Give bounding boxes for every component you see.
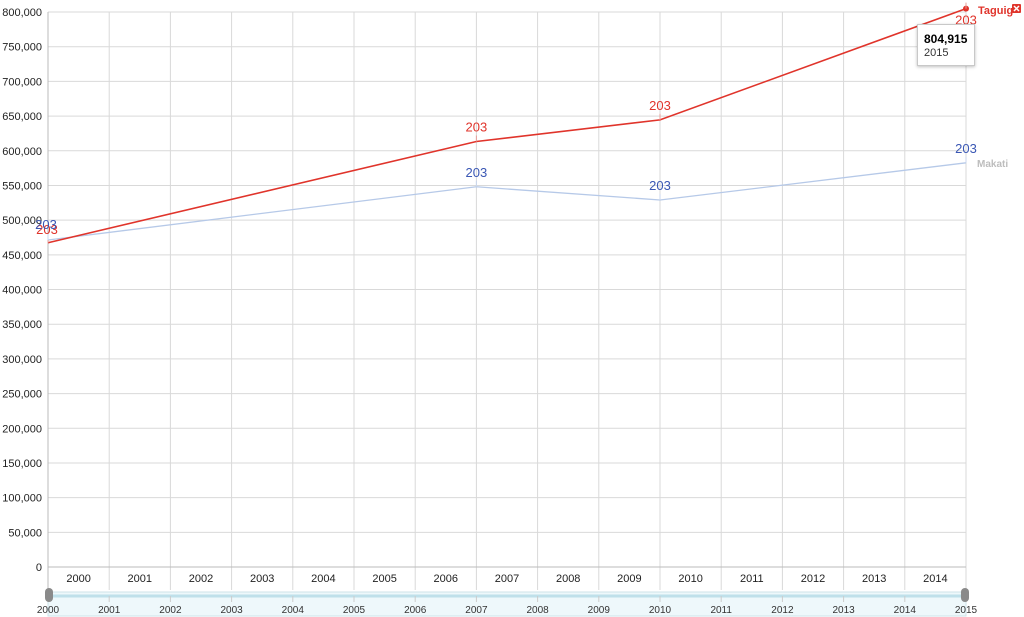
x-tick-label: 2008 — [556, 573, 580, 585]
x-tick-label: 2012 — [801, 573, 825, 585]
y-tick-label: 750,000 — [2, 42, 42, 54]
point-label: 203 — [955, 13, 977, 28]
point-label: 203 — [955, 141, 977, 156]
y-tick-label: 400,000 — [2, 285, 42, 297]
close-icon — [1013, 5, 1020, 12]
point-label: 203 — [36, 222, 58, 237]
navigator-label: 2002 — [159, 605, 182, 616]
series-end-labels: Taguig Makati — [977, 4, 1021, 170]
x-tick-label: 2000 — [66, 573, 90, 585]
y-tick-label: 700,000 — [2, 76, 42, 88]
navigator-label: 2010 — [649, 605, 672, 616]
point-label: 203 — [466, 119, 488, 134]
navigator-label: 2013 — [832, 605, 855, 616]
x-tick-label: 2003 — [250, 573, 274, 585]
navigator-left-handle[interactable] — [45, 588, 53, 602]
grid — [47, 11, 967, 590]
series-line-taguig[interactable] — [47, 7, 967, 244]
navigator-label: 2004 — [282, 605, 305, 616]
x-tick-label: 2001 — [128, 573, 152, 585]
point-label: 203 — [649, 178, 671, 193]
tooltip-value: 804,915 — [924, 32, 968, 46]
data-tooltip: 804,915 2015 — [917, 24, 975, 66]
navigator-label: 2009 — [588, 605, 611, 616]
y-tick-label: 800,000 — [2, 7, 42, 19]
y-tick-label: 100,000 — [2, 493, 42, 505]
navigator-label: 2008 — [526, 605, 549, 616]
series-label-makati[interactable]: Makati — [977, 159, 1008, 170]
y-tick-label: 50,000 — [8, 527, 42, 539]
x-tick-label: 2011 — [740, 573, 764, 585]
y-tick-label: 450,000 — [2, 250, 42, 262]
x-tick-label: 2009 — [617, 573, 641, 585]
axes: 0 50,000 100,000 150,000 200,000 250,000 300,0… — [2, 7, 966, 590]
navigator-label: 2014 — [894, 605, 917, 616]
x-tick-label: 2002 — [189, 573, 213, 585]
navigator-label: 2001 — [98, 605, 121, 616]
y-tick-label: 650,000 — [2, 111, 42, 123]
point-label: 203 — [35, 217, 57, 232]
y-tick-label: 0 — [36, 562, 42, 574]
x-tick-label: 2006 — [434, 573, 458, 585]
y-tick-label: 350,000 — [2, 319, 42, 331]
y-tick-label: 150,000 — [2, 458, 42, 470]
navigator-label: 2007 — [465, 605, 488, 616]
point-label: 203 — [649, 98, 671, 113]
y-tick-label: 300,000 — [2, 354, 42, 366]
series-line-makati[interactable] — [47, 162, 967, 241]
y-tick-label: 600,000 — [2, 146, 42, 158]
time-navigator[interactable]: 2000 2001 2002 2003 2004 2005 2006 2007 2008 2009… — [37, 588, 978, 617]
navigator-label: 2000 — [37, 605, 60, 616]
x-tick-label: 2010 — [678, 573, 702, 585]
x-tick-label: 2013 — [862, 573, 886, 585]
navigator-right-handle[interactable] — [961, 588, 969, 602]
y-tick-label: 250,000 — [2, 389, 42, 401]
x-tick-label: 2005 — [372, 573, 396, 585]
series-label-taguig[interactable]: Taguig — [978, 5, 1013, 17]
navigator-label: 2012 — [771, 605, 794, 616]
navigator-label: 2006 — [404, 605, 427, 616]
navigator-label: 2015 — [955, 605, 978, 616]
x-tick-label: 2014 — [923, 573, 947, 585]
navigator-label: 2011 — [710, 605, 732, 616]
navigator-label: 2003 — [220, 605, 243, 616]
point-label: 203 — [466, 165, 488, 180]
navigator-label: 2005 — [343, 605, 366, 616]
y-tick-label: 200,000 — [2, 423, 42, 435]
y-tick-label: 550,000 — [2, 180, 42, 192]
series — [47, 5, 969, 244]
tooltip-year: 2015 — [924, 47, 949, 59]
y-tick-label: 500,000 — [2, 215, 42, 227]
x-tick-label: 2007 — [495, 573, 519, 585]
x-tick-label: 2004 — [311, 573, 335, 585]
